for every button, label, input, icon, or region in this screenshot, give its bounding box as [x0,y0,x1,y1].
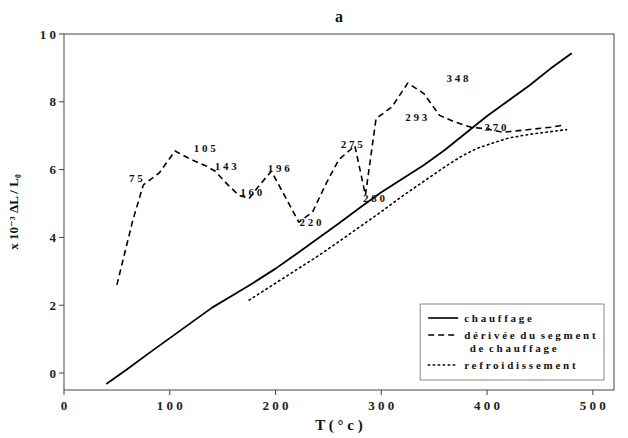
chart: 0 1 0 0 2 0 0 3 0 0 4 0 0 5 0 0 0 2 4 6 8 1 0 T ( ° … [0,0,628,438]
legend-item: d é r i v é e d u s e g m e n t d e c h … [428,329,596,354]
annotation: 2 2 0 [299,216,322,228]
annotation: 1 9 6 [268,162,291,174]
annotations: 7 5 1 0 5 1 4 3 1 6 0 1 9 6 2 2 0 2 7 5 2 8 0 2 … [129,72,507,228]
y-tick [59,373,64,374]
legend-label: r e f r o i d i s s e m e n t [464,359,576,371]
y-tick-label: 8 [50,94,57,109]
annotation: 1 6 0 [240,186,263,198]
x-axis-label: T ( ° c ) [315,417,362,434]
series-line [117,83,561,285]
y-tick [59,169,64,170]
y-tick-label: 2 [50,298,57,313]
annotation: 3 7 0 [485,121,508,133]
plot-frame [64,34,614,390]
y-tick [59,305,64,306]
legend-box [420,304,604,380]
y-axis-label: x 10⁻³ ΔL / L₀ [6,174,21,250]
x-tick [487,390,488,395]
x-tick [275,390,276,395]
annotation: 1 4 3 [215,160,238,172]
y-tick-label: 4 [50,230,57,245]
annotation: 1 0 5 [194,142,217,154]
y-tick [59,34,64,35]
x-tick [169,390,170,395]
x-tick-label: 1 0 0 [157,398,183,413]
y-tick [59,101,64,102]
x-tick [381,390,382,395]
y-tick-label: 1 0 [40,27,56,42]
x-tick [592,390,593,395]
plot-area [64,34,614,390]
annotation: 2 7 5 [341,138,364,150]
legend-item: r e f r o i d i s s e m e n t [428,359,576,371]
x-tick-label: 0 [61,398,68,413]
y-tick-label: 0 [50,366,57,381]
title: a [335,8,343,25]
legend-label: d é r i v é e d u s e g m e n t d e c h … [464,329,596,354]
legend: c h a u f f a g e d é r i v é e d u s e g… [420,304,604,380]
y-tick [59,237,64,238]
x-tick-label: 5 0 0 [580,398,606,413]
annotation: 2 8 0 [363,192,386,204]
legend-item: c h a u f f a g e [428,312,532,324]
x-tick-label: 2 0 0 [263,398,289,413]
axes: 0 1 0 0 2 0 0 3 0 0 4 0 0 5 0 0 0 2 4 6 8 1 0 [40,27,606,414]
y-tick-label: 6 [50,162,57,177]
annotation: 3 4 8 [446,72,469,84]
legend-swatch [428,334,458,336]
series-line [249,130,566,301]
annotation: 2 9 3 [405,111,428,123]
legend-label: c h a u f f a g e [464,312,532,324]
x-tick-label: 4 0 0 [474,398,500,413]
annotation: 7 5 [129,172,143,184]
legend-swatch [428,317,458,319]
x-tick [64,390,65,395]
legend-swatch [428,364,458,366]
x-tick-label: 3 0 0 [368,398,394,413]
